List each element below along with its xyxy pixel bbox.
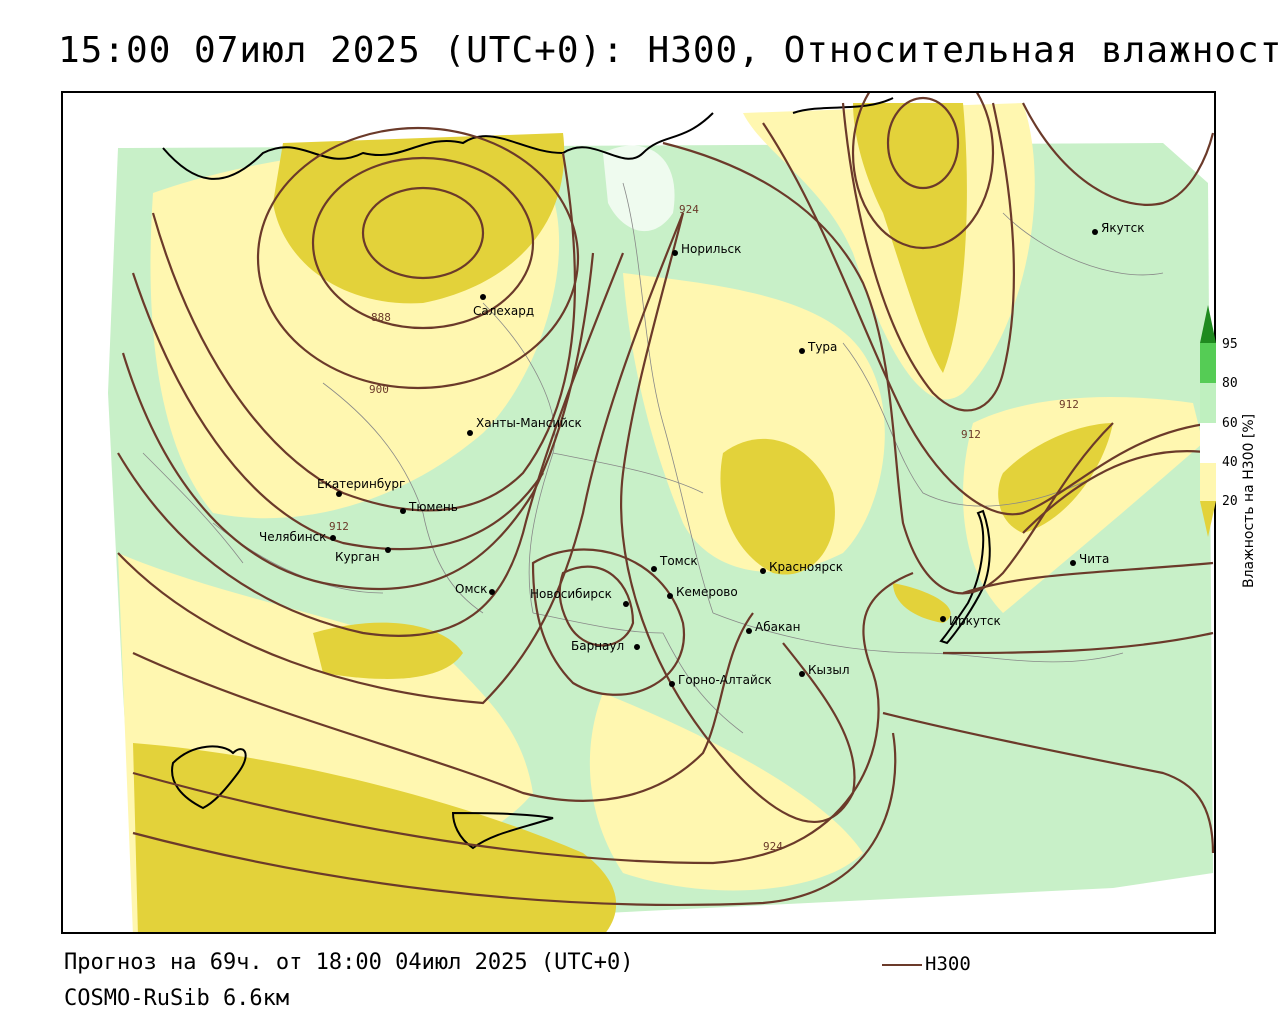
colorbar-band-80 (1200, 383, 1216, 423)
city-marker (330, 535, 336, 541)
coastline (162, 112, 714, 180)
isoline-label: 900 (369, 383, 389, 396)
city-label: Томск (659, 554, 698, 568)
colorbar-tick: 95 (1222, 337, 1238, 352)
colorbar-tick: 40 (1222, 455, 1238, 470)
colorbar-tick: 60 (1222, 416, 1238, 431)
city-label: Тюмень (408, 500, 458, 514)
black-sea-coast (171, 745, 247, 810)
city-marker (480, 294, 486, 300)
city-label: Абакан (755, 620, 800, 634)
city-marker (799, 348, 805, 354)
city-label: Красноярск (769, 560, 843, 574)
city-label: Чита (1079, 552, 1109, 566)
city-label: Барнаул (571, 639, 624, 653)
city-label: Якутск (1101, 221, 1145, 235)
isoline-label: 924 (763, 840, 783, 853)
isoline-label: 912 (329, 520, 349, 533)
colorbar-band-60 (1200, 423, 1216, 463)
isoline-label: 912 (1059, 398, 1079, 411)
city-marker (1092, 229, 1098, 235)
city-label: Новосибирск (530, 587, 612, 601)
city-marker (799, 671, 805, 677)
humidity-field-20f (313, 622, 463, 679)
city-label: Ханты-Мансийск (476, 416, 582, 430)
colorbar-title: Влажность на H300 [%] (1241, 414, 1257, 588)
colorbar-bottom-arrow (1200, 501, 1216, 537)
legend-line-swatch (882, 964, 922, 966)
city-label: Горно-Алтайск (678, 673, 772, 687)
city-label: Челябинск (259, 530, 326, 544)
humidity-field-20g (893, 583, 951, 623)
chart-title: 15:00 07июл 2025 (UTC+0): H300, Относите… (58, 30, 1280, 71)
city-marker (623, 601, 629, 607)
legend-label: H300 (925, 953, 971, 975)
colorbar-band-40 (1200, 463, 1216, 501)
humidity-field-20e (133, 743, 616, 932)
city-label: Курган (335, 550, 380, 564)
city-marker (489, 589, 495, 595)
city-marker (667, 593, 673, 599)
city-label: Норильск (681, 242, 741, 256)
humidity-field-white (603, 145, 675, 232)
city-label: Салехард (473, 304, 534, 318)
humidity-field-20c (720, 438, 835, 575)
humidity-field-20b (853, 103, 967, 373)
city-marker (746, 628, 752, 634)
map-panel: 888 900 912 924 912 912 924 Якутск Норил… (61, 91, 1216, 934)
humidity-field-20d (998, 423, 1113, 533)
city-label: Тура (807, 340, 837, 354)
city-marker (1070, 560, 1076, 566)
city-marker (400, 508, 406, 514)
city-marker (669, 681, 675, 687)
isoline-labels: 888 900 912 924 912 912 924 (329, 203, 1079, 853)
city-marker (672, 250, 678, 256)
humidity-field-40e (589, 693, 863, 891)
city-label: Кемерово (676, 585, 738, 599)
city-marker (651, 566, 657, 572)
caspian-coast (451, 811, 554, 850)
colorbar-top-arrow (1200, 305, 1216, 343)
city-marker (385, 547, 391, 553)
city-marker (336, 491, 342, 497)
isoline-high-center (558, 565, 635, 647)
city-label: Омск (455, 582, 487, 596)
baikal-outline (939, 509, 991, 645)
cities: Якутск Норильск Салехард Тура Ханты-Манс… (259, 221, 1145, 687)
city-marker (760, 568, 766, 574)
colorbar-tick: 80 (1222, 376, 1238, 391)
isoline-label: 888 (371, 311, 391, 324)
colorbar-title-text: Влажность на H300 [%] (1241, 414, 1257, 588)
model-name: COSMO-RuSib 6.6км (64, 986, 290, 1011)
h300-isolines (117, 93, 1214, 906)
city-label: Иркутск (949, 614, 1001, 628)
isoline-low-center (361, 186, 485, 280)
humidity-colorbar (1200, 305, 1216, 537)
city-marker (634, 644, 640, 650)
city-marker (940, 616, 946, 622)
map-canvas: 888 900 912 924 912 912 924 Якутск Норил… (103, 93, 1214, 932)
city-label: Кызыл (808, 663, 850, 677)
city-marker (467, 430, 473, 436)
isoline-label: 912 (961, 428, 981, 441)
humidity-field-40f (963, 397, 1203, 613)
forecast-info: Прогноз на 69ч. от 18:00 04июл 2025 (UTC… (64, 950, 634, 975)
city-label: Екатеринбург (317, 477, 405, 491)
isoline-label: 924 (679, 203, 699, 216)
colorbar-tick: 20 (1222, 494, 1238, 509)
colorbar-band-95 (1200, 343, 1216, 383)
